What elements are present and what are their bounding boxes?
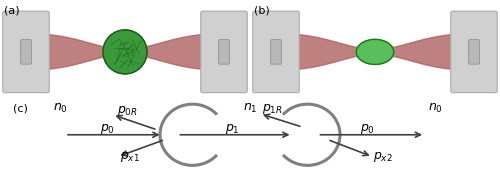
Text: $p_{1R}$: $p_{1R}$ bbox=[262, 102, 283, 116]
Circle shape bbox=[103, 30, 147, 74]
Text: $n_0$: $n_0$ bbox=[52, 102, 68, 116]
Text: $p_{0R}$: $p_{0R}$ bbox=[117, 104, 138, 118]
FancyBboxPatch shape bbox=[20, 40, 32, 64]
Polygon shape bbox=[26, 33, 224, 71]
Text: $p_1$: $p_1$ bbox=[225, 122, 240, 136]
Text: (a): (a) bbox=[4, 6, 20, 16]
FancyBboxPatch shape bbox=[270, 40, 281, 64]
FancyBboxPatch shape bbox=[253, 11, 299, 93]
Text: $n_1$: $n_1$ bbox=[242, 102, 258, 116]
Text: $p_{x1}$: $p_{x1}$ bbox=[120, 150, 140, 164]
FancyBboxPatch shape bbox=[218, 40, 230, 64]
FancyBboxPatch shape bbox=[451, 11, 497, 93]
Polygon shape bbox=[276, 33, 474, 71]
Text: (b): (b) bbox=[254, 6, 270, 16]
FancyBboxPatch shape bbox=[468, 40, 479, 64]
Text: $n_0$: $n_0$ bbox=[428, 102, 442, 116]
FancyBboxPatch shape bbox=[3, 11, 49, 93]
FancyBboxPatch shape bbox=[201, 11, 247, 93]
Text: $p_0$: $p_0$ bbox=[360, 122, 375, 136]
Ellipse shape bbox=[356, 39, 394, 64]
Text: $p_{x2}$: $p_{x2}$ bbox=[372, 150, 392, 164]
Text: $p_0$: $p_0$ bbox=[100, 122, 115, 136]
Text: (c): (c) bbox=[12, 103, 28, 113]
